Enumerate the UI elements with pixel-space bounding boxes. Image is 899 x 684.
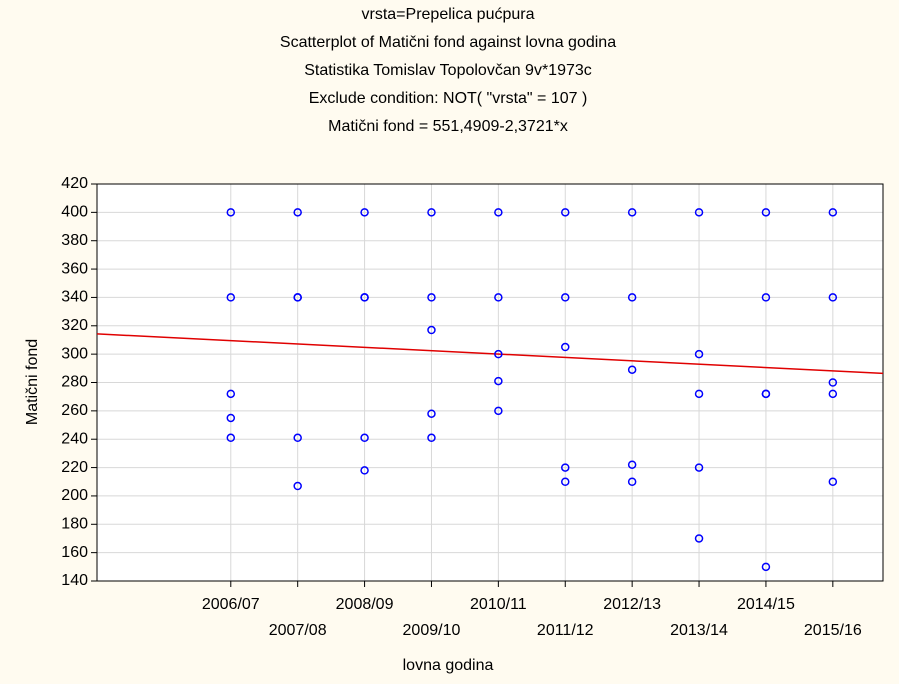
x-tick-label: 2009/10 <box>403 622 461 639</box>
point <box>694 534 704 543</box>
y-tick-label: 260 <box>61 402 88 419</box>
chart-title: Matični fond = 551,4909-2,3721*x <box>328 118 568 135</box>
point <box>427 293 436 302</box>
x-tick-label: 2012/13 <box>603 596 661 613</box>
point <box>427 409 436 418</box>
point <box>627 460 637 469</box>
x-tick-label: 2013/14 <box>670 622 728 639</box>
point <box>761 562 771 572</box>
point <box>627 293 637 302</box>
point <box>561 293 570 302</box>
point <box>627 365 637 374</box>
y-tick-label: 400 <box>61 204 88 221</box>
point <box>293 293 302 302</box>
x-axis-label: lovna godina <box>403 657 494 674</box>
y-axis-label: Matični fond <box>24 339 41 425</box>
point <box>761 389 771 399</box>
point <box>360 293 369 302</box>
point <box>828 477 838 486</box>
point <box>226 293 236 302</box>
point <box>427 433 436 443</box>
point <box>627 208 637 217</box>
y-tick-label: 300 <box>61 345 88 362</box>
x-tick-label: 2006/07 <box>202 596 260 613</box>
point <box>561 342 570 352</box>
point <box>494 406 503 416</box>
point <box>494 376 503 386</box>
y-tick-label: 160 <box>61 544 88 561</box>
point <box>293 433 302 443</box>
chart-title: Statistika Tomislav Topolovčan 9v*1973c <box>304 62 592 79</box>
x-tick-label: 2008/09 <box>336 596 394 613</box>
point <box>427 325 436 335</box>
point <box>494 293 503 302</box>
chart-title: vrsta=Prepelica pućpura <box>362 6 535 23</box>
point <box>694 389 704 399</box>
point <box>761 293 771 302</box>
x-tick-label: 2010/11 <box>470 596 527 613</box>
point <box>828 208 838 217</box>
y-tick-label: 140 <box>61 572 88 589</box>
point <box>494 208 503 217</box>
y-tick-label: 240 <box>61 430 88 447</box>
y-tick-label: 380 <box>61 232 88 249</box>
chart-title: Scatterplot of Matični fond against lovn… <box>280 34 616 51</box>
y-tick-label: 280 <box>61 374 88 391</box>
point <box>694 208 704 217</box>
point <box>226 389 236 399</box>
chart-title: Exclude condition: NOT( "vrsta" = 107 ) <box>309 90 588 107</box>
point <box>226 433 236 443</box>
point <box>561 463 570 472</box>
y-tick-label: 200 <box>61 487 88 504</box>
y-tick-label: 340 <box>61 289 88 306</box>
point <box>828 293 838 302</box>
point <box>828 389 838 399</box>
y-tick-label: 420 <box>61 175 88 192</box>
point <box>360 466 369 475</box>
y-tick-label: 360 <box>61 260 88 277</box>
point <box>360 433 369 443</box>
y-tick-label: 320 <box>61 317 88 334</box>
point <box>761 208 771 217</box>
point <box>427 208 436 217</box>
point <box>226 413 236 423</box>
point <box>627 477 637 486</box>
y-tick-label: 220 <box>61 459 88 476</box>
y-tick-label: 180 <box>61 516 88 533</box>
plot-border <box>96 183 884 582</box>
point <box>360 208 369 217</box>
point <box>293 208 302 217</box>
point <box>828 378 838 387</box>
point <box>694 463 704 472</box>
point <box>561 208 570 217</box>
fit-line <box>96 333 884 375</box>
point <box>494 349 503 359</box>
x-tick-label: 2011/12 <box>537 622 594 639</box>
point <box>561 477 570 486</box>
point <box>694 349 704 359</box>
x-tick-label: 2015/16 <box>804 622 862 639</box>
point <box>226 208 236 217</box>
x-tick-label: 2014/15 <box>737 596 795 613</box>
x-tick-label: 2007/08 <box>269 622 327 639</box>
point <box>293 481 302 491</box>
